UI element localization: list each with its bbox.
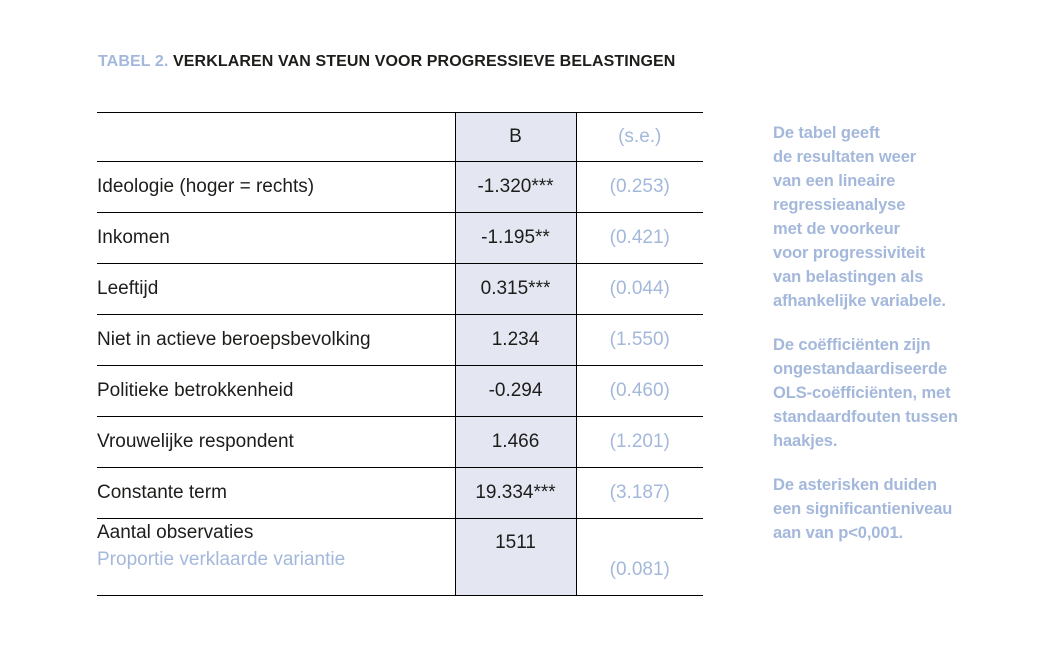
- row-label: Constante term: [97, 467, 455, 519]
- footer-se-spacer: [577, 529, 704, 556]
- footer-label-variance: Proportie verklaarde variantie: [97, 549, 346, 570]
- table-row: Inkomen -1.195** (0.421): [97, 212, 703, 264]
- table-row: Niet in actieve beroepsbevolking 1.234 (…: [97, 314, 703, 366]
- row-se-value: (0.460): [576, 365, 703, 417]
- table-row: Politieke betrokkenheid -0.294 (0.460): [97, 365, 703, 417]
- row-b-value: 1.466: [454, 416, 577, 468]
- row-b-value: 0.315***: [454, 263, 577, 315]
- table-row: Constante term 19.334*** (3.187): [97, 467, 703, 519]
- row-se-value: (0.044): [576, 263, 703, 315]
- footer-observations-value: 1511: [495, 532, 536, 553]
- row-label: Ideologie (hoger = rechts): [97, 161, 455, 213]
- row-b-value: -1.195**: [454, 212, 577, 264]
- header-se: (s.e.): [576, 112, 703, 162]
- header-b: B: [454, 112, 577, 162]
- row-b-value: 19.334***: [454, 467, 577, 519]
- table-number-tag: TABEL 2.: [98, 53, 169, 70]
- table-row: Vrouwelijke respondent 1.466 (1.201): [97, 416, 703, 468]
- table-header-row: B (s.e.): [97, 112, 703, 162]
- header-empty-cell: [97, 112, 455, 162]
- footer-label-observations: Aantal observaties: [97, 522, 254, 543]
- table-title-text: VERKLAREN VAN STEUN VOOR PROGRESSIEVE BE…: [173, 53, 676, 70]
- footer-se-cell: (0.081): [576, 518, 704, 596]
- footer-labels: Aantal observaties Proportie verklaarde …: [97, 518, 455, 596]
- row-label: Leeftijd: [97, 263, 455, 315]
- row-se-value: (3.187): [576, 467, 703, 519]
- row-b-value: 1.234: [454, 314, 577, 366]
- note-paragraph-2: De coëfficiënten zijn ongestandaardiseer…: [773, 336, 958, 450]
- table-footer-row: Aantal observaties Proportie verklaarde …: [97, 518, 704, 596]
- table-row: Leeftijd 0.315*** (0.044): [97, 263, 703, 315]
- regression-table: B (s.e.) Ideologie (hoger = rechts) -1.3…: [97, 112, 703, 596]
- row-label: Politieke betrokkenheid: [97, 365, 455, 417]
- row-label: Niet in actieve beroepsbevolking: [97, 314, 455, 366]
- row-b-value: -0.294: [454, 365, 577, 417]
- row-se-value: (0.253): [576, 161, 703, 213]
- footer-b-spacer: [456, 556, 576, 583]
- row-se-value: (1.201): [576, 416, 703, 468]
- footer-b-cell: 1511: [454, 518, 577, 596]
- table-title: TABEL 2. VERKLAREN VAN STEUN VOOR PROGRE…: [98, 53, 675, 71]
- row-se-value: (1.550): [576, 314, 703, 366]
- note-paragraph-1: De tabel geeft de resultaten weer van ee…: [773, 124, 946, 310]
- table-row: Ideologie (hoger = rechts) -1.320*** (0.…: [97, 161, 703, 213]
- row-label: Vrouwelijke respondent: [97, 416, 455, 468]
- row-label: Inkomen: [97, 212, 455, 264]
- margin-notes: De tabel geeft de resultaten weer van ee…: [773, 121, 983, 565]
- row-b-value: -1.320***: [454, 161, 577, 213]
- footer-variance-value: (0.081): [609, 559, 670, 580]
- row-se-value: (0.421): [576, 212, 703, 264]
- note-paragraph-3: De asterisken duiden een significantieni…: [773, 476, 953, 542]
